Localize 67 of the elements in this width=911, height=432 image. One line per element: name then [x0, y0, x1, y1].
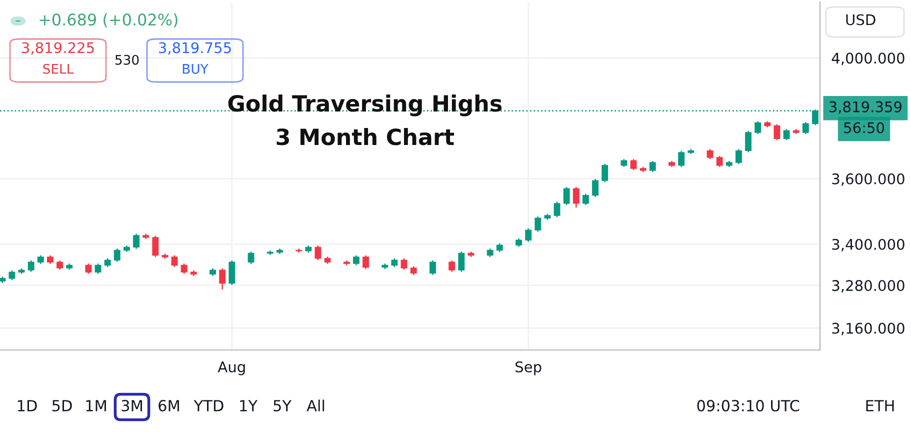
candlestick — [716, 155, 723, 168]
annotation: +0.689 (+0.02%) — [40, 13, 178, 28]
candlestick — [362, 254, 369, 270]
candlestick — [94, 262, 102, 274]
x-tick-label: Aug — [218, 362, 245, 376]
annotation: 3,819.225 — [22, 42, 94, 55]
candlestick — [736, 148, 742, 165]
annotation: BUY — [182, 64, 208, 74]
candlestick — [458, 250, 465, 272]
text: 56:50 — [844, 122, 884, 134]
candlestick — [802, 122, 809, 135]
text: USD — [846, 14, 876, 26]
candlestick — [85, 262, 92, 274]
x-tick-label: Sep — [516, 361, 542, 376]
candlestick — [114, 248, 120, 262]
candlestick — [706, 148, 714, 160]
candlestick — [774, 124, 780, 141]
annotation: SELL — [43, 64, 74, 74]
text: 1D — [18, 400, 37, 412]
text: 5Y — [274, 400, 292, 412]
candlestick — [649, 160, 656, 173]
candlestick — [171, 254, 178, 268]
text: 1M — [86, 400, 106, 412]
candlestick — [8, 270, 16, 281]
candlestick — [314, 244, 322, 261]
candlestick — [429, 260, 436, 276]
annotation: 530 — [115, 54, 139, 65]
candlestick — [572, 186, 580, 208]
candlestick — [630, 158, 637, 171]
candlestick — [56, 260, 63, 270]
candlestick — [563, 186, 570, 206]
text: Gold Traversing Highs 3 Month Chart — [228, 94, 502, 146]
text: 5D — [52, 400, 72, 412]
y-tick-label: 3,280.000 — [832, 280, 904, 293]
candlestick — [525, 228, 532, 242]
candlestick — [28, 260, 34, 272]
annotation: 3,819.755 — [159, 42, 231, 55]
text: All — [306, 400, 324, 412]
candlestick — [783, 128, 790, 141]
candlestick — [180, 262, 188, 274]
candlestick — [582, 193, 589, 206]
text: 3M — [122, 400, 142, 412]
candlestick — [534, 216, 542, 232]
candlestick — [400, 258, 408, 270]
y-tick-label: 3,400.000 — [832, 238, 904, 252]
text: 6M — [158, 400, 179, 412]
ref-line-label: 3,819.359 — [829, 101, 902, 114]
candlestick — [228, 260, 236, 286]
text: 09:03:10 UTC — [697, 400, 800, 412]
text: ETH — [866, 400, 894, 412]
candlestick — [554, 201, 560, 218]
y-tick-label: 3,600.000 — [832, 173, 904, 186]
candlestick — [448, 260, 456, 272]
candlestick — [745, 130, 752, 153]
candlestick — [754, 120, 762, 135]
y-tick-label: 4,000.000 — [832, 52, 904, 66]
candlestick — [133, 233, 140, 250]
candlestick — [602, 163, 608, 183]
candlestick — [219, 268, 226, 290]
candlestick — [592, 178, 598, 198]
candlestick — [678, 150, 685, 168]
candlestick — [352, 254, 360, 266]
text: 1Y — [240, 400, 258, 412]
candlestick — [152, 235, 159, 258]
y-tick-label: 3,160.000 — [832, 322, 904, 336]
candlestick — [248, 250, 254, 264]
text: YTD — [194, 400, 224, 412]
